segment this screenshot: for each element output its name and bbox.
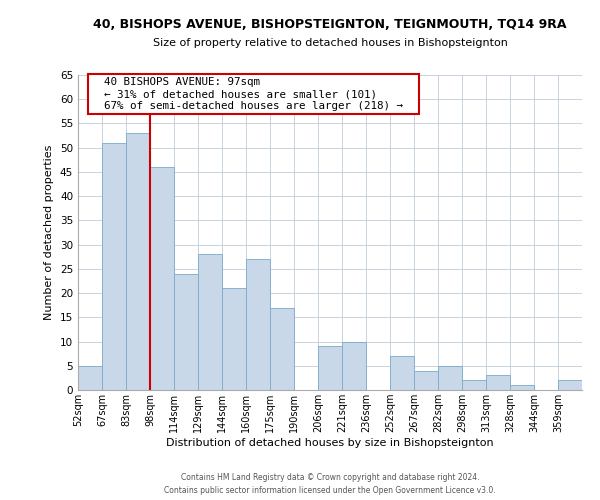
Bar	[174, 274, 198, 390]
Bar	[318, 346, 342, 390]
Bar	[438, 366, 462, 390]
Bar	[414, 370, 438, 390]
Text: Contains public sector information licensed under the Open Government Licence v3: Contains public sector information licen…	[164, 486, 496, 495]
X-axis label: Distribution of detached houses by size in Bishopsteignton: Distribution of detached houses by size …	[166, 438, 494, 448]
Bar	[486, 376, 510, 390]
Bar	[222, 288, 246, 390]
Bar	[510, 385, 534, 390]
Bar	[246, 259, 270, 390]
Text: 40 BISHOPS AVENUE: 97sqm
  ← 31% of detached houses are smaller (101)
  67% of s: 40 BISHOPS AVENUE: 97sqm ← 31% of detach…	[91, 78, 416, 110]
Bar	[558, 380, 582, 390]
Bar	[126, 133, 150, 390]
Bar	[390, 356, 414, 390]
Bar	[462, 380, 486, 390]
Bar	[78, 366, 102, 390]
Text: Contains HM Land Registry data © Crown copyright and database right 2024.: Contains HM Land Registry data © Crown c…	[181, 474, 479, 482]
Bar	[342, 342, 366, 390]
Bar	[270, 308, 294, 390]
Y-axis label: Number of detached properties: Number of detached properties	[44, 145, 55, 320]
Bar	[102, 143, 126, 390]
Text: Size of property relative to detached houses in Bishopsteignton: Size of property relative to detached ho…	[152, 38, 508, 48]
Text: 40, BISHOPS AVENUE, BISHOPSTEIGNTON, TEIGNMOUTH, TQ14 9RA: 40, BISHOPS AVENUE, BISHOPSTEIGNTON, TEI…	[93, 18, 567, 30]
Bar	[150, 167, 174, 390]
Bar	[198, 254, 222, 390]
